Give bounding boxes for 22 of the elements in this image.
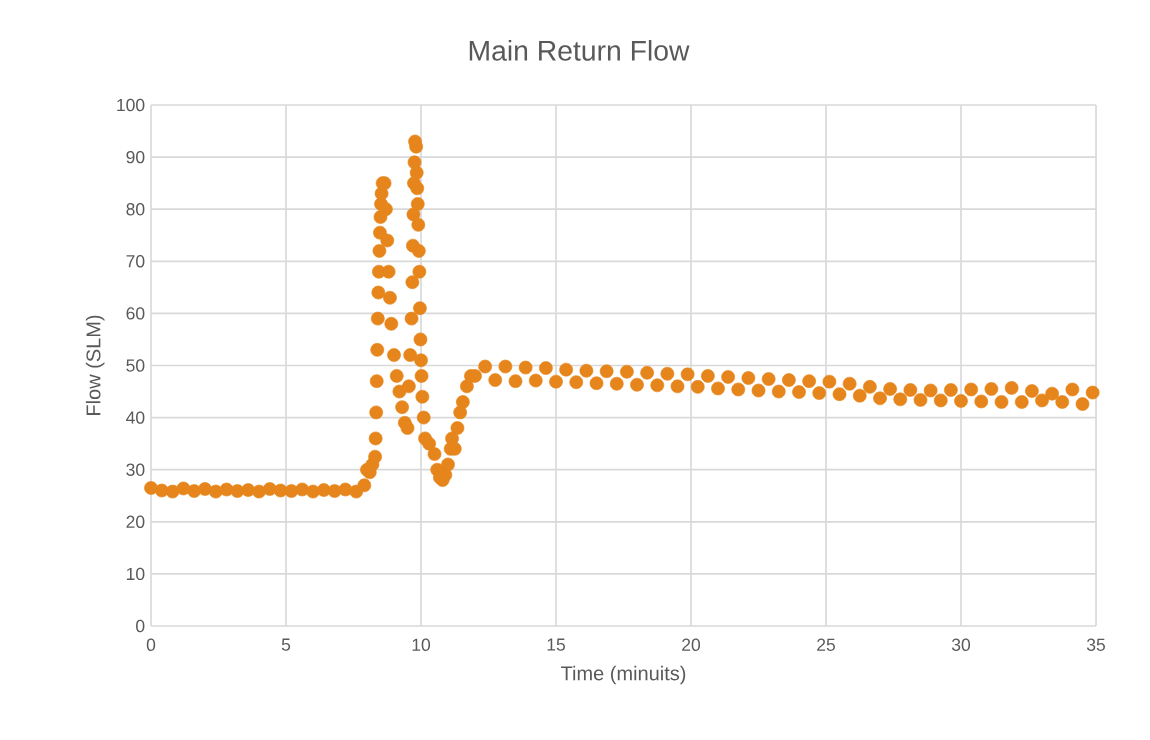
y-tick-label: 50 <box>126 359 145 372</box>
y-tick-label: 30 <box>126 463 145 476</box>
x-tick-label: 35 <box>1086 638 1105 651</box>
y-tick-label: 20 <box>126 515 145 529</box>
x-tick-label: 0 <box>146 638 156 651</box>
x-tick-label: 30 <box>951 638 971 651</box>
x-tick-label: 5 <box>281 638 291 651</box>
x-tick-label: 15 <box>547 638 565 651</box>
y-tick-label: 90 <box>126 150 145 164</box>
y-tick-label: 10 <box>126 567 145 581</box>
x-tick-label: 10 <box>412 638 431 651</box>
y-tick-label: 100 <box>117 98 145 112</box>
y-tick-label: 80 <box>126 203 145 216</box>
y-tick-label: 60 <box>126 307 145 320</box>
x-tick-label: 20 <box>682 638 701 651</box>
y-tick-label: 0 <box>136 619 145 633</box>
y-axis-title: Flow (SLM) <box>85 315 105 415</box>
x-tick-label: 25 <box>817 638 835 651</box>
chart-title: Main Return Flow <box>469 39 690 61</box>
y-tick-label: 40 <box>126 411 145 424</box>
y-tick-label: 70 <box>126 255 145 268</box>
x-axis-title: Time (minuits) <box>560 665 686 685</box>
